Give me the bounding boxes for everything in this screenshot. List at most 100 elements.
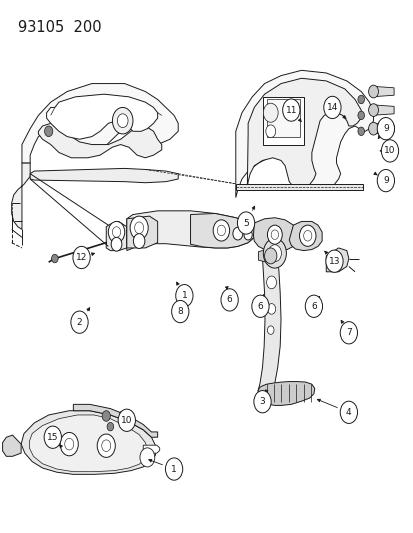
Circle shape — [380, 140, 398, 162]
Text: 93105  200: 93105 200 — [18, 20, 101, 35]
Circle shape — [268, 245, 281, 262]
Circle shape — [376, 117, 394, 140]
Circle shape — [118, 409, 135, 431]
Text: 9: 9 — [382, 124, 388, 133]
Polygon shape — [12, 163, 30, 229]
Polygon shape — [126, 216, 157, 248]
Polygon shape — [143, 445, 159, 453]
Circle shape — [282, 99, 299, 121]
Text: 7: 7 — [345, 328, 351, 337]
Circle shape — [108, 221, 124, 243]
Circle shape — [102, 411, 110, 421]
Polygon shape — [22, 84, 178, 163]
Text: 6: 6 — [257, 302, 263, 311]
Polygon shape — [370, 123, 393, 134]
Polygon shape — [258, 249, 266, 262]
Circle shape — [102, 440, 111, 451]
Polygon shape — [29, 415, 147, 472]
Polygon shape — [21, 411, 155, 474]
Text: 4: 4 — [345, 408, 351, 417]
Polygon shape — [2, 435, 21, 456]
Polygon shape — [370, 105, 393, 115]
Circle shape — [117, 114, 128, 127]
Circle shape — [264, 248, 276, 264]
Circle shape — [266, 276, 276, 289]
Text: 1: 1 — [171, 465, 176, 473]
Text: 6: 6 — [226, 295, 232, 304]
Circle shape — [339, 321, 357, 344]
Circle shape — [130, 216, 148, 239]
Circle shape — [376, 169, 394, 192]
Circle shape — [357, 127, 363, 135]
Circle shape — [323, 96, 340, 118]
Circle shape — [271, 230, 278, 239]
Circle shape — [60, 432, 78, 456]
Circle shape — [263, 238, 286, 268]
Polygon shape — [47, 94, 157, 139]
Circle shape — [112, 227, 120, 237]
Circle shape — [171, 301, 188, 322]
Circle shape — [233, 227, 242, 240]
Polygon shape — [325, 248, 348, 272]
Circle shape — [73, 246, 90, 269]
Polygon shape — [247, 78, 360, 190]
Circle shape — [111, 237, 121, 251]
Circle shape — [368, 122, 377, 135]
Circle shape — [263, 103, 278, 122]
Circle shape — [267, 225, 282, 244]
Polygon shape — [289, 221, 321, 251]
Circle shape — [112, 108, 133, 134]
Circle shape — [267, 326, 273, 334]
Circle shape — [134, 222, 143, 233]
Circle shape — [251, 295, 268, 317]
Text: 10: 10 — [121, 416, 132, 425]
Circle shape — [45, 126, 53, 136]
Circle shape — [140, 448, 154, 467]
Circle shape — [267, 304, 275, 314]
Polygon shape — [370, 86, 393, 97]
Circle shape — [368, 104, 377, 116]
Polygon shape — [262, 97, 303, 144]
Circle shape — [243, 229, 252, 240]
Circle shape — [339, 401, 357, 423]
Polygon shape — [38, 123, 161, 158]
Text: 3: 3 — [259, 397, 265, 406]
Circle shape — [71, 311, 88, 333]
Polygon shape — [106, 221, 126, 251]
Circle shape — [265, 125, 275, 138]
Polygon shape — [126, 211, 254, 251]
Polygon shape — [257, 382, 314, 406]
Text: 13: 13 — [328, 257, 339, 265]
Circle shape — [221, 289, 237, 311]
Circle shape — [253, 391, 271, 413]
Circle shape — [217, 225, 225, 236]
Circle shape — [44, 426, 61, 448]
Circle shape — [176, 285, 192, 307]
Circle shape — [368, 85, 377, 98]
Circle shape — [304, 295, 322, 317]
Circle shape — [52, 254, 58, 263]
Text: 8: 8 — [177, 307, 183, 316]
Polygon shape — [257, 259, 280, 391]
Circle shape — [64, 438, 74, 450]
Circle shape — [357, 111, 363, 119]
Circle shape — [107, 422, 114, 431]
Polygon shape — [266, 100, 299, 136]
Polygon shape — [253, 217, 297, 252]
Circle shape — [303, 230, 311, 241]
Text: 5: 5 — [242, 219, 248, 228]
Text: 15: 15 — [47, 433, 58, 442]
Text: 2: 2 — [76, 318, 82, 327]
Text: 14: 14 — [326, 103, 337, 112]
Polygon shape — [190, 214, 254, 248]
Circle shape — [299, 225, 315, 246]
Circle shape — [325, 250, 342, 272]
Text: 9: 9 — [382, 176, 388, 185]
Polygon shape — [73, 405, 157, 437]
Text: 11: 11 — [285, 106, 297, 115]
Circle shape — [213, 220, 229, 241]
Polygon shape — [235, 70, 373, 198]
Text: 12: 12 — [76, 253, 87, 262]
Circle shape — [133, 233, 145, 248]
Circle shape — [237, 212, 254, 234]
